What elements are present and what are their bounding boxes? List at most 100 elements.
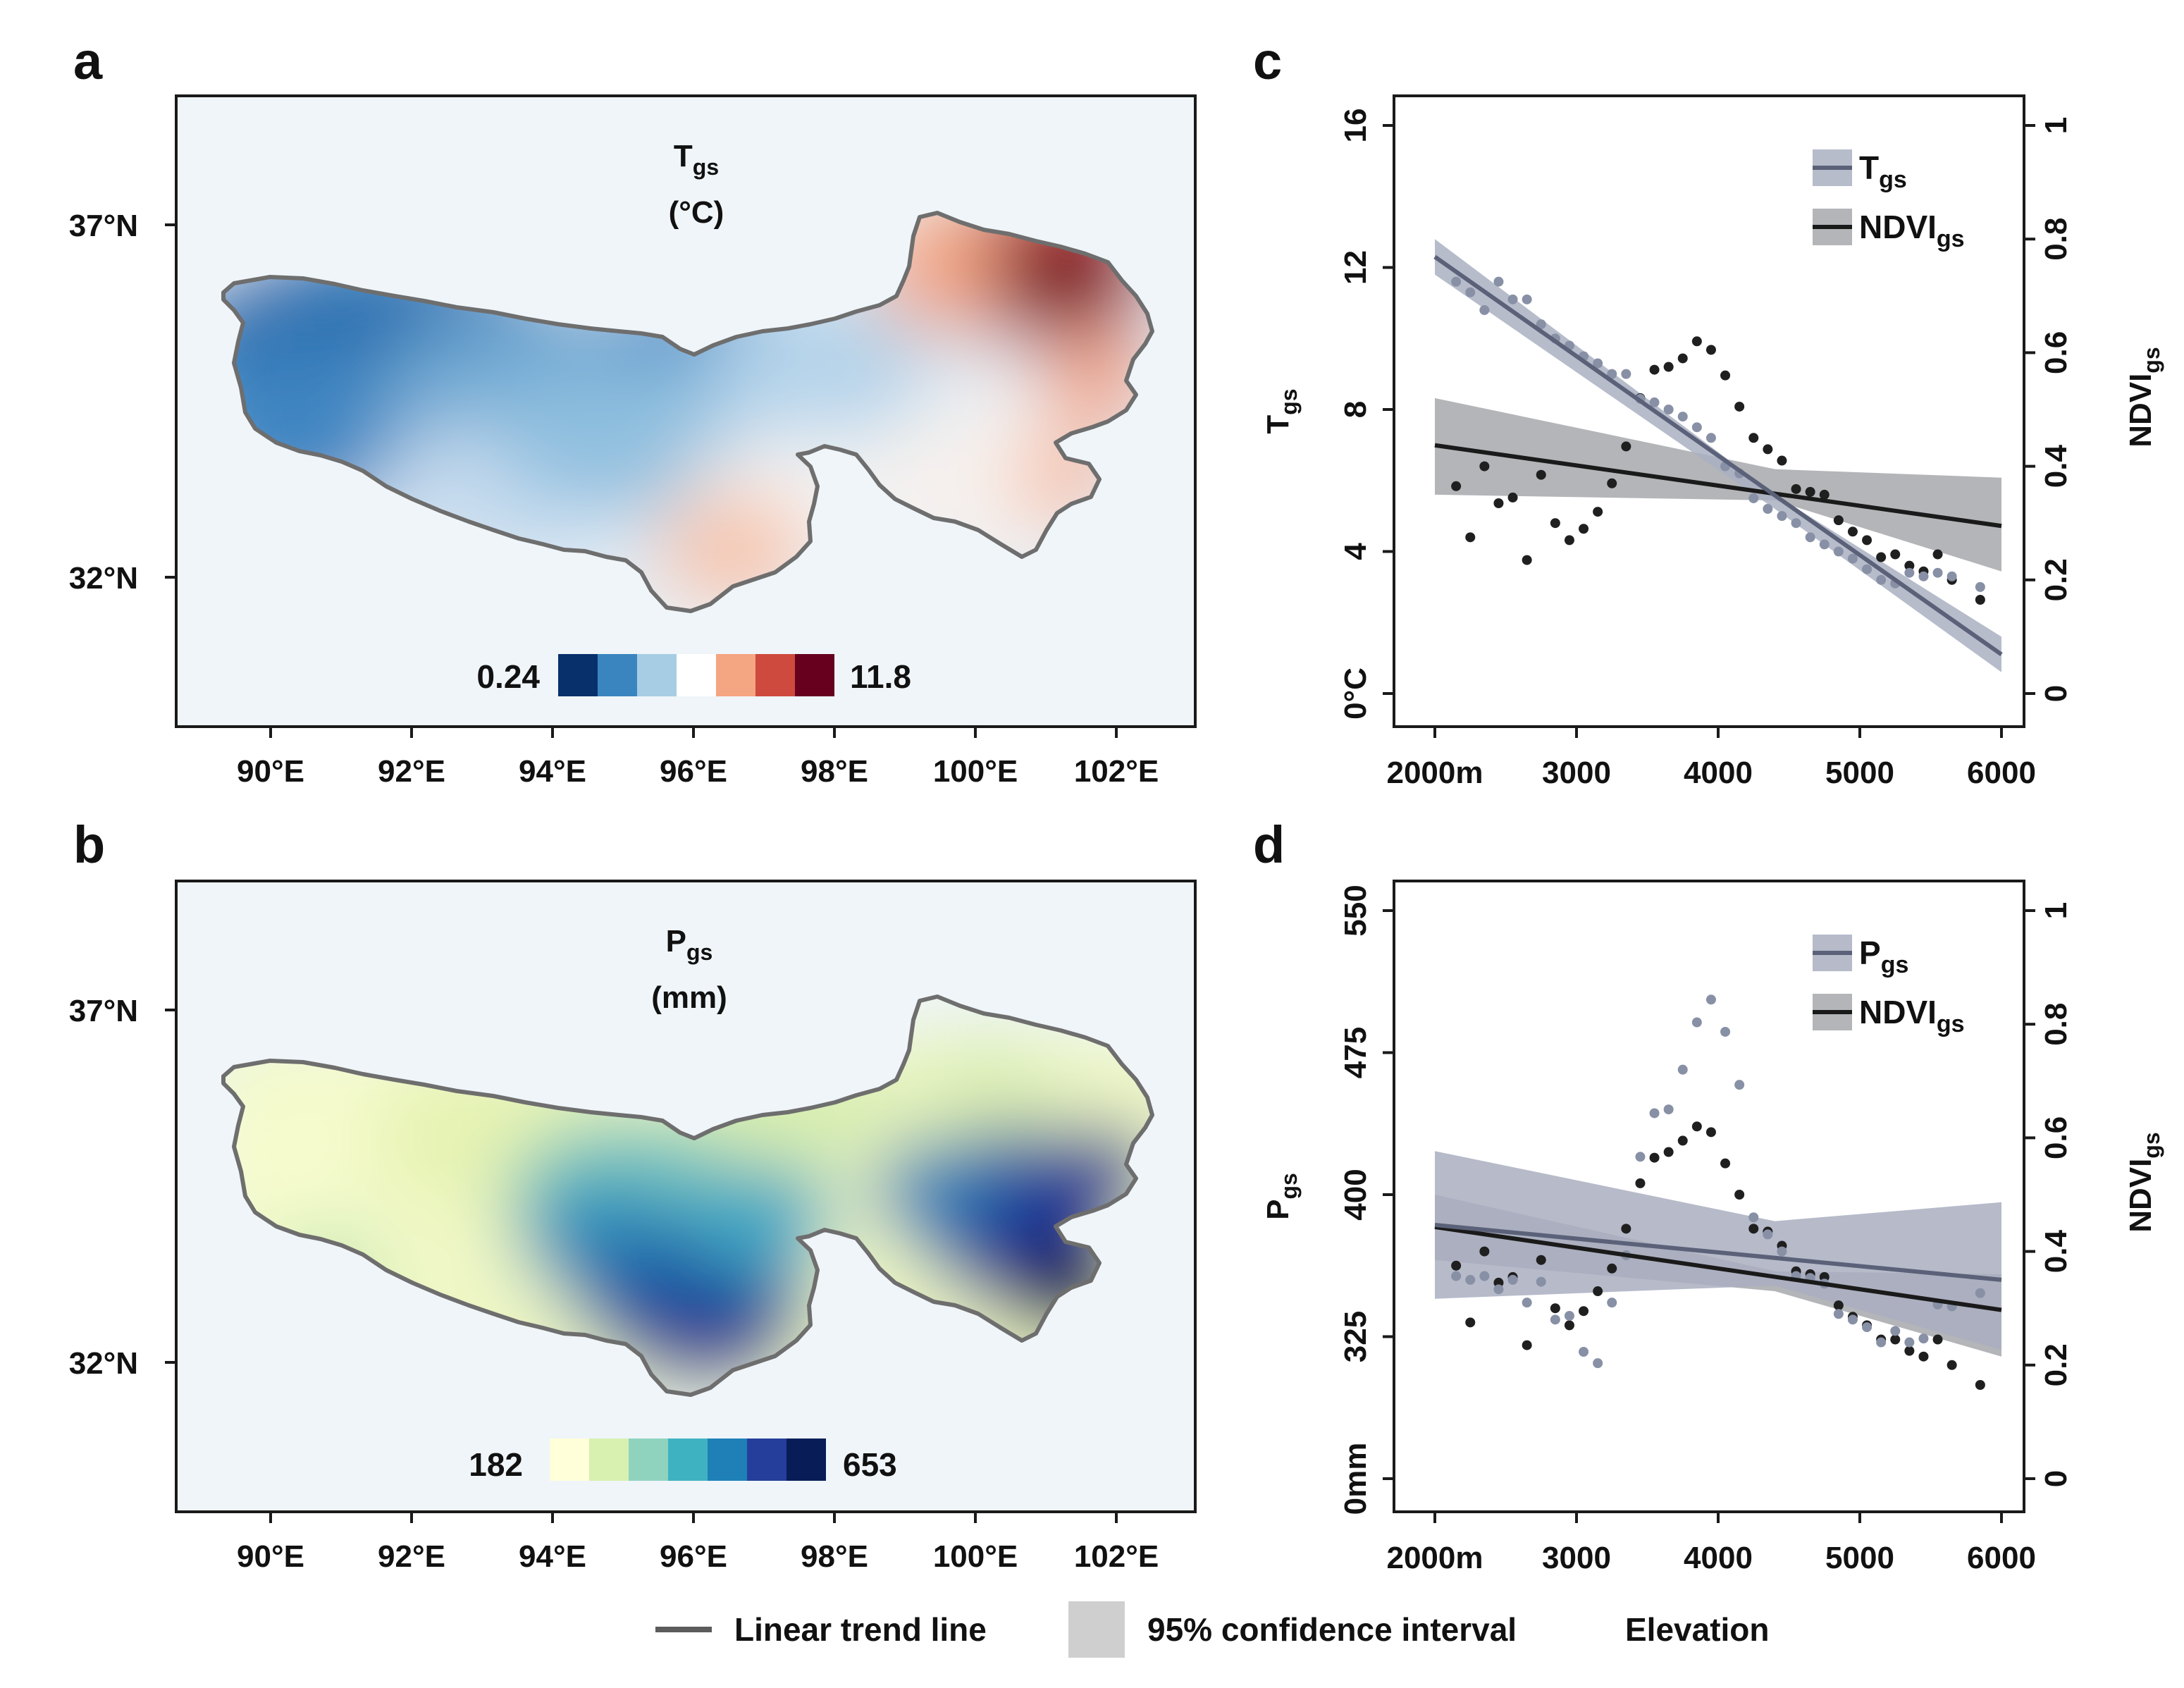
pgs-point [1493,1284,1504,1295]
ndvi-point [1522,1340,1532,1350]
y-left-tick-label: 16 [1338,109,1373,143]
colorbar-min-a: 0.24 [476,658,540,695]
map-x-tick-label: 98°E [801,754,868,789]
tgs-point [1876,574,1887,585]
tgs-point [1904,567,1915,578]
map-x-tick-label: 90°E [237,1539,304,1574]
ndvi-point [1677,1135,1688,1146]
y-right-tick-label: 0 [2039,685,2073,702]
map-x-tick-label: 100°E [933,1539,1018,1574]
ndvi-point [1777,455,1787,466]
colorbar-b-segment-5 [747,1439,786,1481]
y-left-axis-label: Pgs [1261,1173,1302,1220]
panel-c-temperature-elevation-chart: c 2000m 3000 4000 5000 6000 0°C 4 8 12 16 0 0.2 0.4 0… [1253,32,2164,790]
x-tick-label: 2000m [1386,1541,1483,1575]
colorbar-b-segment-2 [629,1439,668,1481]
panel-a-temperature-map: a Tgs [69,32,1197,789]
ndvi-point [1720,1158,1731,1169]
tgs-point [1791,518,1801,529]
pgs-point [1564,1310,1574,1321]
ndvi-point [1833,1300,1844,1311]
tgs-point [1593,358,1603,369]
tgs-point [1805,532,1815,543]
ndvi-point [1479,1246,1490,1257]
colorbar-b-segment-3 [668,1439,708,1481]
y-left-tick-label: 400 [1338,1169,1373,1220]
colorbar-b-segment-6 [786,1439,826,1481]
tgs-point [1763,504,1773,515]
y-right-axis-label-main: NDVI [2123,1159,2158,1233]
legend-label-main: T [1859,149,1879,186]
pgs-point [1904,1337,1915,1348]
legend-label-sub: gs [1937,1011,1965,1037]
ndvi-point [1663,362,1674,372]
colorbar-a-segment-3 [677,654,716,696]
pgs-point [1607,1298,1617,1308]
y-right-axis-label: NDVIgs [2123,1132,2164,1232]
panel-d-precipitation-elevation-chart: d 2000m 3000 4000 5000 6000 0mm 325 400 475 550 0 0… [1253,815,2164,1575]
pgs-point [1579,1346,1589,1357]
tgs-point [1507,294,1518,304]
ndvi-point [1465,532,1476,543]
pgs-point [1536,1276,1546,1287]
tgs-point [1663,405,1674,414]
ndvi-legend-label: NDVIgs [1859,209,1965,252]
ndvi-point [1550,518,1560,529]
y-left-tick-label: 12 [1338,250,1373,285]
colorbar-a-segment-5 [755,654,795,696]
tgs-point [1833,546,1844,557]
ndvi-point [1536,1255,1546,1265]
ndvi-point [1593,507,1603,517]
tgs-point [1847,553,1858,564]
ndvi-legend-label: NDVIgs [1859,994,1965,1037]
map-title-b: Pgs [666,924,713,965]
pgs-point [1890,1326,1901,1336]
ndvi-point [1621,441,1631,452]
map-y-tick-label: 37°N [69,209,138,243]
ndvi-point [1593,1286,1603,1297]
legend-label-main: NDVI [1859,209,1937,245]
ndvi-point [1819,489,1830,500]
ndvi-point [1975,1380,1985,1391]
ndvi-point [1847,526,1858,537]
y-right-tick-label: 1 [2039,902,2073,919]
colorbar-a-segment-2 [637,654,677,696]
pgs-point [1479,1271,1490,1281]
map-x-tick-label: 94°E [519,754,586,789]
ndvi-point [1748,1224,1759,1234]
confidence-label: 95% confidence interval [1147,1611,1517,1648]
ndvi-point [1833,515,1844,526]
tgs-point [1691,422,1702,433]
tgs-point [1677,412,1688,422]
pgs-point [1522,1298,1532,1308]
y-right-tick-label: 0.8 [2039,218,2073,261]
pgs-point [1748,1212,1759,1223]
map-y-tick-label: 32°N [69,1346,138,1381]
ndvi-point [1947,1360,1957,1370]
ndvi-point [1607,1263,1617,1274]
y-left-tick-label: 475 [1338,1027,1373,1078]
ndvi-point [1649,364,1660,375]
tgs-point [1522,294,1532,304]
tgs-point [1536,319,1546,330]
map-x-tick-label: 90°E [237,754,304,789]
ndvi-point [1465,1317,1476,1328]
pgs-point [1876,1337,1887,1348]
map-x-tick-label: 102°E [1074,1539,1159,1574]
y-right-tick-label: 0.4 [2039,444,2073,488]
elevation-caption: Elevation [1625,1611,1770,1648]
legend-label-main: NDVI [1859,994,1937,1030]
pgs-point [1734,1080,1745,1090]
x-tick-label: 5000 [1825,756,1894,790]
ndvi-point [1579,1306,1589,1317]
ndvi-point [1791,483,1801,494]
colorbar-a-segment-6 [795,654,834,696]
pgs-point [1635,1152,1646,1162]
map-y-tick-label: 37°N [69,994,138,1028]
map-axis-ticks-b: 90°E 92°E 94°E 96°E 98°E 100°E 102°E 37°N 32°N [69,994,1159,1574]
tgs-point [1819,539,1830,550]
map-title-a: Tgs [674,139,719,180]
pgs-point [1833,1309,1844,1319]
map-x-tick-label: 92°E [378,1539,445,1574]
